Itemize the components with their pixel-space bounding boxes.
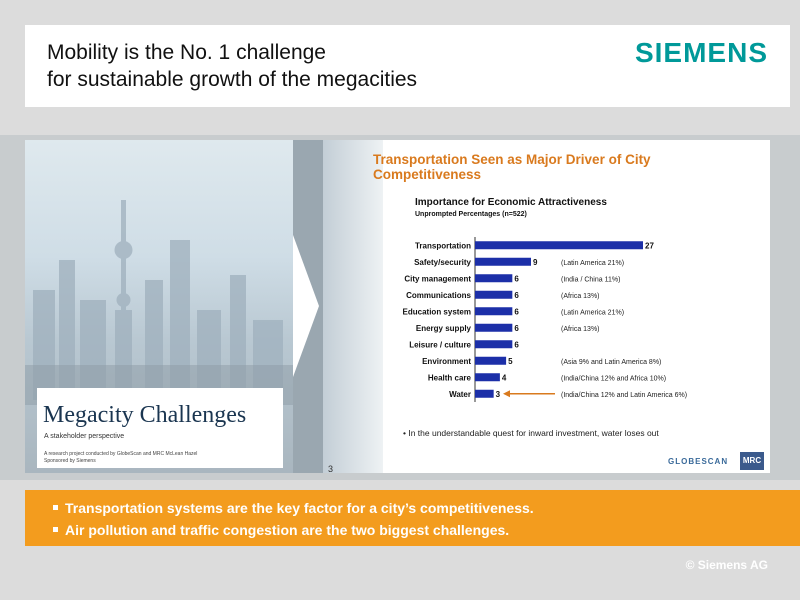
title-line-2: for sustainable growth of the megacities bbox=[47, 68, 418, 91]
title-line-1: Mobility is the No. 1 challenge bbox=[47, 41, 326, 64]
category-label: Education system bbox=[403, 307, 471, 316]
bar-value-label: 6 bbox=[514, 307, 519, 316]
chart-subtitle: Unprompted Percentages (n=522) bbox=[415, 211, 527, 218]
bar bbox=[475, 389, 494, 398]
slide-note: • In the understandable quest for inward… bbox=[403, 428, 659, 438]
cover-note-line-2: Sponsored by Siemens bbox=[44, 458, 96, 464]
annotation-label: (India / China 11%) bbox=[561, 276, 620, 283]
category-label: Transportation bbox=[415, 241, 471, 250]
annotation-label: (India/China 12% and Latin America 6%) bbox=[561, 392, 687, 399]
bar bbox=[475, 257, 531, 266]
bar-value-label: 3 bbox=[496, 390, 501, 399]
bullet-icon bbox=[53, 504, 58, 510]
bar-value-label: 6 bbox=[514, 340, 519, 349]
cover-note: A research project conducted by GlobeSca… bbox=[44, 451, 244, 465]
bar bbox=[475, 290, 513, 299]
copyright: © Siemens AG bbox=[685, 558, 768, 572]
highlight-arrowhead-icon bbox=[503, 390, 510, 398]
globescan-logo: GLOBESCAN bbox=[668, 457, 729, 466]
bar-chart: Transportation 27 Safety/security 9 (Latin A… bbox=[403, 237, 687, 402]
bar bbox=[475, 373, 500, 382]
category-label: Communications bbox=[406, 291, 471, 300]
bar-value-label: 6 bbox=[514, 291, 519, 300]
chart-title: Importance for Economic Attractiveness bbox=[415, 197, 607, 208]
category-label: City management bbox=[404, 274, 471, 283]
slide-title: Transportation Seen as Major Driver of C… bbox=[373, 152, 651, 182]
callout-box: Transportation systems are the key facto… bbox=[25, 490, 800, 546]
category-label: Health care bbox=[428, 373, 472, 382]
annotation-label: (Asia 9% and Latin America 8%) bbox=[561, 359, 661, 366]
callout-text-1: Transportation systems are the key facto… bbox=[65, 500, 534, 516]
cover-title-box bbox=[37, 388, 283, 468]
chevron-right-icon bbox=[293, 235, 319, 377]
bar-value-label: 6 bbox=[514, 274, 519, 283]
bar bbox=[475, 340, 513, 349]
bullet-icon bbox=[53, 526, 58, 532]
mrc-logo: MRC bbox=[740, 452, 764, 470]
report-cover: Megacity Challenges A stakeholder perspe… bbox=[25, 140, 293, 473]
slide-backdrop bbox=[323, 140, 383, 473]
callout-bullet-2: Air pollution and traffic congestion are… bbox=[53, 522, 509, 538]
bar-value-label: 6 bbox=[514, 324, 519, 333]
callout-text-2: Air pollution and traffic congestion are… bbox=[65, 522, 510, 538]
category-label: Environment bbox=[422, 357, 471, 366]
page-title: Mobility is the No. 1 challenge for sust… bbox=[47, 39, 417, 93]
cover-subtitle: A stakeholder perspective bbox=[44, 433, 125, 440]
embedded-slide: Transportation Seen as Major Driver of C… bbox=[323, 140, 770, 473]
bar-value-label: 9 bbox=[533, 258, 538, 267]
bar-value-label: 4 bbox=[502, 373, 507, 382]
bar bbox=[475, 307, 513, 316]
cover-title: Megacity Challenges bbox=[43, 402, 247, 428]
slide-page-number: 3 bbox=[328, 464, 334, 473]
category-label: Safety/security bbox=[414, 258, 471, 267]
category-label: Water bbox=[449, 390, 471, 399]
callout-bullet-1: Transportation systems are the key facto… bbox=[53, 500, 534, 516]
bar bbox=[475, 323, 513, 332]
bar bbox=[475, 274, 513, 283]
bar bbox=[475, 356, 507, 365]
category-label: Leisure / culture bbox=[409, 340, 471, 349]
annotation-label: (Latin America 21%) bbox=[561, 260, 624, 267]
siemens-logo: SIEMENS bbox=[634, 37, 768, 68]
header-bar: Mobility is the No. 1 challenge for sust… bbox=[25, 25, 790, 107]
annotation-label: (India/China 12% and Africa 10%) bbox=[561, 375, 666, 382]
transition-panel bbox=[293, 140, 323, 473]
bar bbox=[475, 241, 643, 250]
annotation-label: (Latin America 21%) bbox=[561, 309, 624, 316]
cover-note-line-1: A research project conducted by GlobeSca… bbox=[44, 451, 198, 457]
bar-value-label: 5 bbox=[508, 357, 513, 366]
annotation-label: (Africa 13%) bbox=[561, 293, 600, 300]
annotation-label: (Africa 13%) bbox=[561, 326, 600, 333]
skyline-illustration bbox=[25, 200, 293, 405]
category-label: Energy supply bbox=[416, 324, 472, 333]
bar-value-label: 27 bbox=[645, 241, 654, 250]
